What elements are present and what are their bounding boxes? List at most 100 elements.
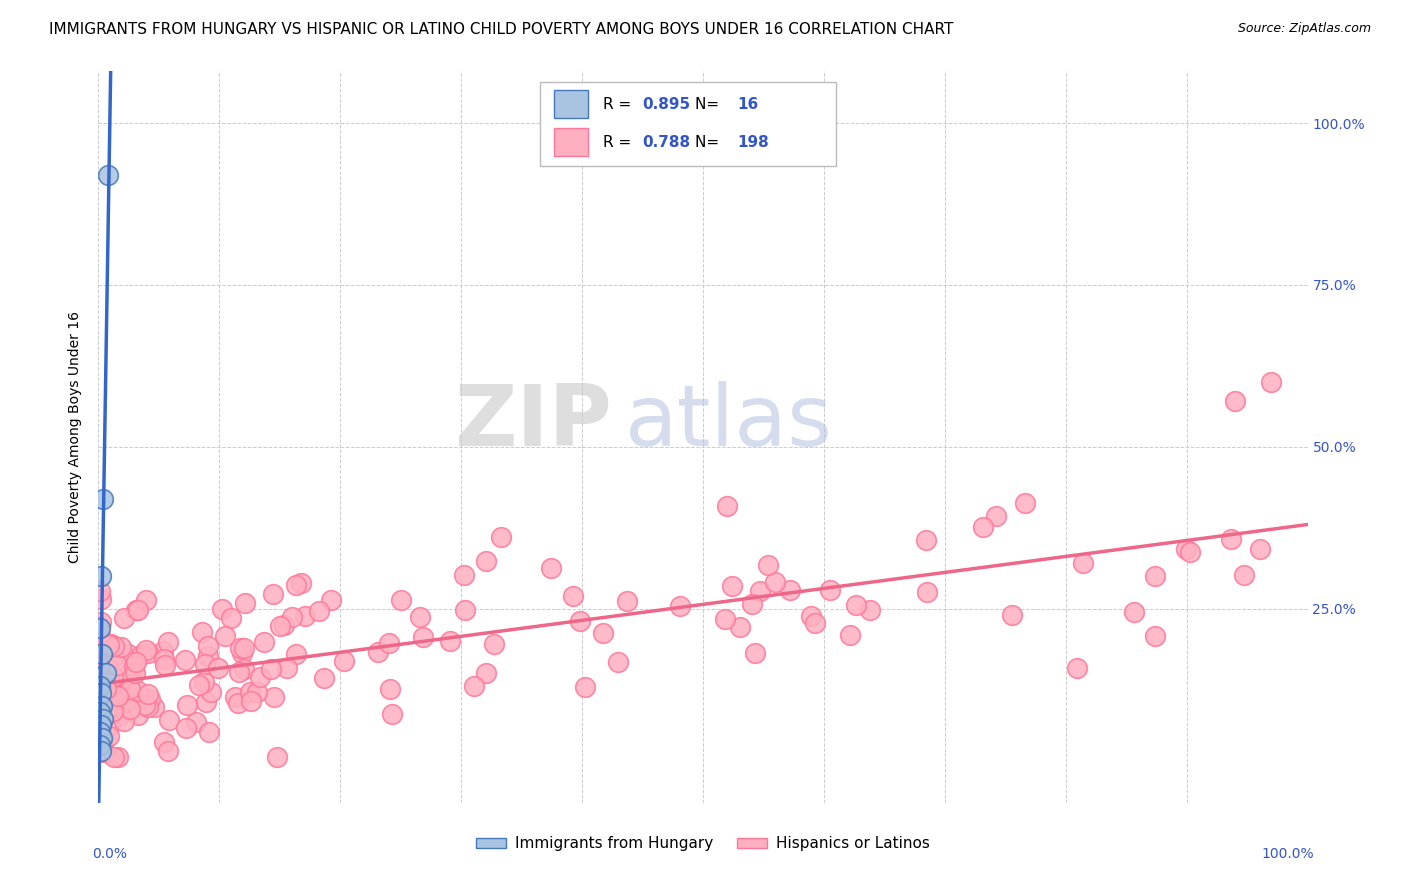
Point [607,655,630,669]
Point [94,726,117,740]
Point [91,737,114,751]
Point [716,499,738,513]
Point [197,640,219,654]
Point [186,714,208,729]
Point [87,648,110,662]
Point [117,648,139,662]
Point [96,670,118,684]
Point [89,659,111,673]
Point [87,681,110,695]
Point [489,531,512,545]
Point [90,615,112,629]
Point [118,681,141,696]
Point [1175,542,1198,557]
Point [333,655,356,669]
Point [90,686,112,700]
Point [214,629,236,643]
Text: atlas: atlas [624,381,832,464]
Point [93,673,115,687]
Point [174,721,197,735]
Point [157,744,180,758]
Point [90,718,112,732]
Point [366,645,388,659]
Text: N=: N= [695,96,724,112]
Point [103,750,125,764]
Point [915,585,938,599]
Point [112,714,135,728]
Point [616,594,638,608]
Point [194,657,217,671]
Point [98,701,121,715]
Point [859,603,882,617]
Point [1180,545,1202,559]
Point [453,567,475,582]
Point [239,685,262,699]
Point [409,609,432,624]
Point [90,744,112,758]
Point [90,658,112,673]
Point [845,598,868,612]
Point [89,728,111,742]
Point [107,750,129,764]
Point [207,661,229,675]
Point [157,713,180,727]
Point [135,642,157,657]
Point [266,750,288,764]
Point [779,582,801,597]
Point [103,706,125,721]
Point [97,679,120,693]
Text: N=: N= [695,135,724,150]
Point [1144,569,1167,583]
Point [763,574,786,589]
Point [800,608,823,623]
Point [87,639,110,653]
Point [89,584,111,599]
Point [89,621,111,635]
Point [124,656,146,670]
Point [200,685,222,699]
Point [87,682,110,697]
Point [127,684,149,698]
Point [124,665,146,680]
Point [89,628,111,642]
Point [122,659,145,673]
Point [233,640,256,655]
Point [97,640,120,654]
Point [260,662,283,676]
Text: 198: 198 [737,135,769,150]
Point [198,725,221,739]
Point [156,635,179,649]
Point [381,707,404,722]
Point [1014,496,1036,510]
Point [838,628,860,642]
Point [89,736,111,750]
Point [90,705,112,719]
Point [107,689,129,703]
Point [233,596,256,610]
Text: 0.788: 0.788 [643,135,690,150]
Point [136,646,159,660]
Point [194,695,217,709]
Point [314,672,336,686]
Point [187,678,209,692]
Point [134,698,156,713]
Bar [554,90,588,118]
Point [1220,532,1243,546]
Point [439,633,461,648]
Point [152,644,174,658]
Point [1223,394,1246,409]
Point [118,702,141,716]
Point [90,569,112,583]
Point [561,589,583,603]
Y-axis label: Child Poverty Among Boys Under 16: Child Poverty Among Boys Under 16 [69,311,83,563]
Point [211,602,233,616]
Point [281,609,304,624]
Point [741,597,763,611]
Point [221,610,243,624]
Point [721,579,744,593]
Point [94,674,117,689]
Point [108,708,131,723]
Text: 100.0%: 100.0% [1261,847,1313,861]
Point [569,614,592,628]
Point [228,665,250,680]
